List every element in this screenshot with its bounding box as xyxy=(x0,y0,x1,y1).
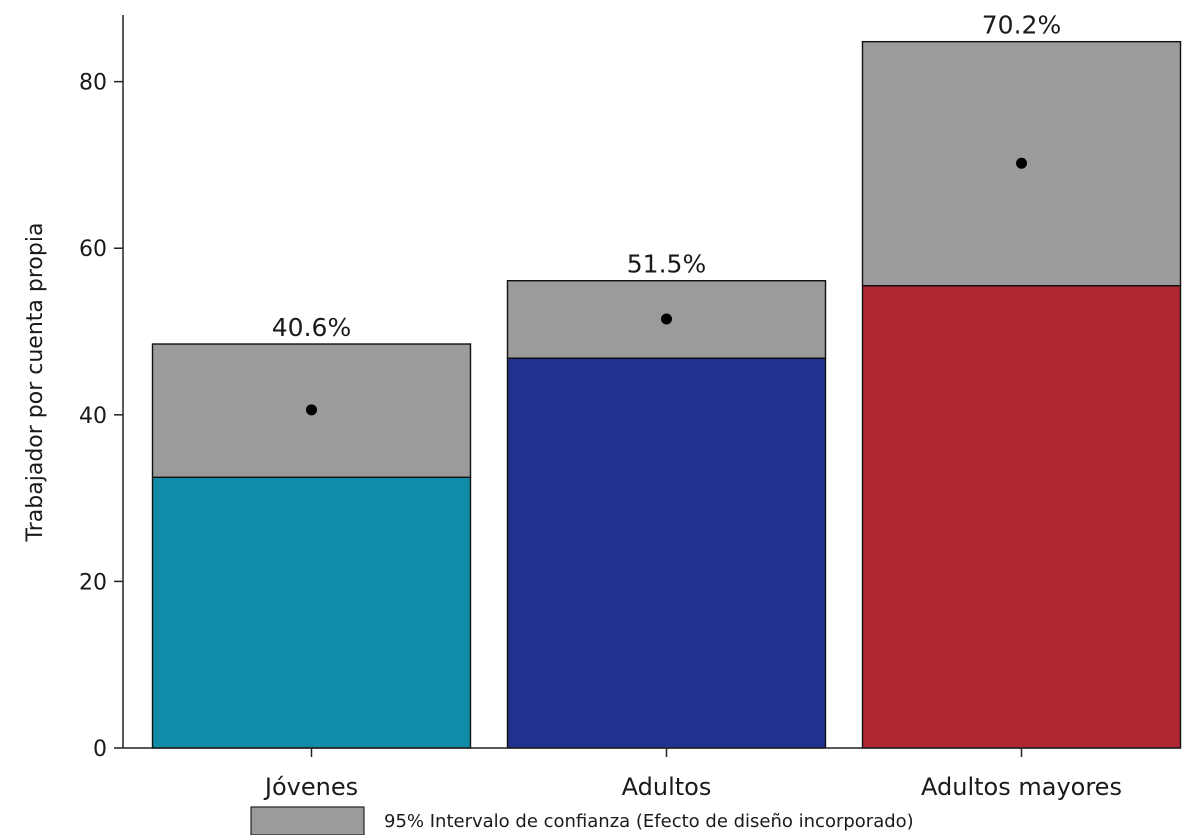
y-tick-label-80: 80 xyxy=(79,71,107,96)
legend: 95% Intervalo de confianza (Efecto de di… xyxy=(250,806,914,835)
bar-adultos xyxy=(506,357,827,749)
value-label-adultos-mayores: 70.2% xyxy=(982,11,1061,40)
legend-swatch-ci xyxy=(250,806,365,835)
point-estimate-jovenes xyxy=(306,404,317,416)
point-estimate-adultos xyxy=(661,313,672,325)
y-ticks: 0 20 40 60 80 xyxy=(79,71,123,762)
legend-label-ci: 95% Intervalo de confianza (Efecto de di… xyxy=(384,811,914,832)
x-tick-label-adultos-mayores: Adultos mayores xyxy=(921,773,1122,801)
x-ticks: Jóvenes Adultos Adultos mayores xyxy=(263,748,1122,801)
value-label-adultos: 51.5% xyxy=(627,250,706,279)
y-tick-label-0: 0 xyxy=(93,737,107,762)
axes-layer xyxy=(122,15,1180,749)
x-tick-label-adultos: Adultos xyxy=(622,773,712,801)
y-tick-label-40: 40 xyxy=(79,404,107,429)
bar-adultos-mayores xyxy=(861,285,1182,749)
y-axis-title: Trabajador por cuenta propia xyxy=(23,223,48,543)
y-tick-label-60: 60 xyxy=(79,237,107,262)
y-tick-label-20: 20 xyxy=(79,570,107,595)
bars-layer: 40.6% 51.5% 70.2% xyxy=(151,11,1182,749)
x-tick-label-jovenes: Jóvenes xyxy=(263,773,358,801)
point-estimate-adultos-mayores xyxy=(1016,157,1027,169)
bar-jovenes xyxy=(151,476,472,749)
value-label-jovenes: 40.6% xyxy=(272,313,351,342)
